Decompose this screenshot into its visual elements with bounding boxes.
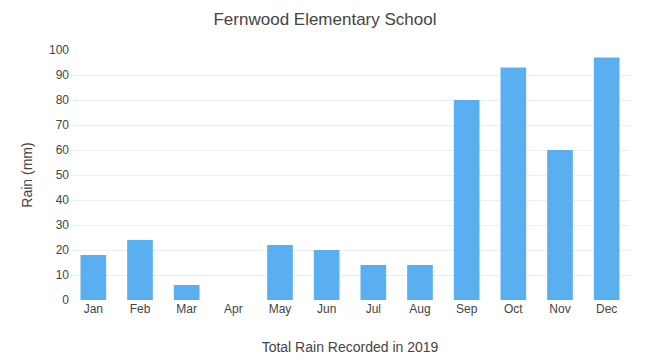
svg-text:70: 70 [56, 118, 70, 132]
svg-text:40: 40 [56, 193, 70, 207]
svg-text:100: 100 [49, 43, 69, 57]
svg-text:Jun: Jun [317, 302, 336, 316]
svg-text:Jan: Jan [84, 302, 103, 316]
svg-text:50: 50 [56, 168, 70, 182]
svg-text:Fernwood Elementary School: Fernwood Elementary School [213, 10, 436, 29]
svg-text:Oct: Oct [504, 302, 523, 316]
svg-text:80: 80 [56, 93, 70, 107]
svg-text:Total Rain Recorded in 2019: Total Rain Recorded in 2019 [262, 339, 439, 355]
svg-text:Rain (mm): Rain (mm) [19, 142, 35, 207]
svg-text:Nov: Nov [549, 302, 570, 316]
svg-text:0: 0 [62, 293, 69, 307]
svg-text:20: 20 [56, 243, 70, 257]
svg-text:90: 90 [56, 68, 70, 82]
svg-text:60: 60 [56, 143, 70, 157]
svg-text:10: 10 [56, 268, 70, 282]
svg-text:May: May [269, 302, 292, 316]
svg-text:Jul: Jul [366, 302, 381, 316]
svg-text:Aug: Aug [409, 302, 430, 316]
svg-text:Dec: Dec [596, 302, 617, 316]
svg-text:Mar: Mar [176, 302, 197, 316]
svg-text:Apr: Apr [224, 302, 243, 316]
svg-text:30: 30 [56, 218, 70, 232]
svg-text:Feb: Feb [130, 302, 151, 316]
svg-text:Sep: Sep [456, 302, 478, 316]
